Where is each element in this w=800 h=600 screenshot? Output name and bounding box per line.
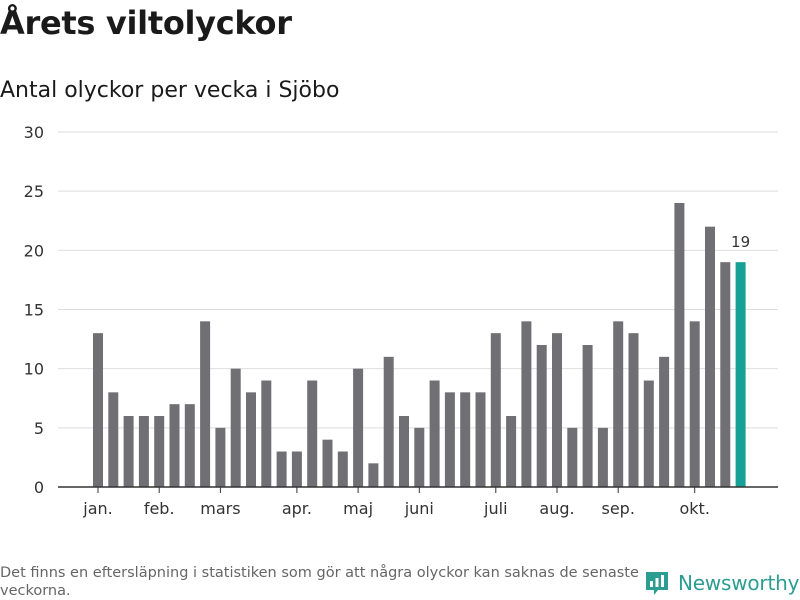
- x-tick-label: juni: [404, 499, 434, 518]
- bar: [154, 416, 165, 487]
- x-tick-label: feb.: [144, 499, 175, 518]
- bar: [567, 427, 578, 487]
- bar: [353, 368, 364, 487]
- y-tick-label: 15: [24, 301, 44, 320]
- highlight-bar: [735, 262, 746, 487]
- y-tick-label: 20: [24, 241, 44, 260]
- bar: [613, 321, 624, 487]
- y-axis-ticks: 0 5 10 15 20 25 30: [24, 123, 44, 497]
- bar: [399, 416, 409, 487]
- bar: [169, 404, 180, 487]
- bar-chart: 0 5 10 15 20 25 30 jan. feb. mars apr. maj juni juli…: [24, 123, 778, 518]
- bars: [93, 203, 746, 487]
- bar: [368, 463, 379, 487]
- bar: [429, 380, 440, 487]
- bar: [337, 451, 348, 487]
- bar: [490, 333, 501, 487]
- bar: [123, 416, 134, 487]
- bar: [705, 226, 715, 487]
- bar: [521, 321, 532, 487]
- x-tick-label: jan.: [82, 499, 112, 518]
- y-tick-label: 10: [24, 360, 44, 379]
- y-tick-label: 25: [24, 182, 44, 201]
- bar: [689, 321, 700, 487]
- x-tick-label: okt.: [679, 499, 709, 518]
- bar: [536, 345, 547, 487]
- brand-name: Newsworthy: [678, 571, 800, 595]
- bar: [276, 451, 287, 487]
- bar: [659, 356, 670, 487]
- bar: [138, 416, 149, 487]
- bar: [597, 427, 608, 487]
- y-tick-label: 30: [24, 123, 44, 142]
- bar-chart-logo-icon: [646, 572, 668, 595]
- x-tick-label: juli: [483, 499, 507, 518]
- bar: [215, 427, 226, 487]
- bar: [291, 451, 302, 487]
- brand-logo: Newsworthy: [644, 570, 799, 596]
- bar: [230, 368, 241, 487]
- data-labels: 19: [731, 233, 750, 251]
- x-tick-label: aug.: [539, 499, 574, 518]
- x-axis-ticks: jan. feb. mars apr. maj juni juli aug. sep. okt.: [82, 487, 710, 518]
- bar: [643, 380, 654, 487]
- bar: [414, 427, 425, 487]
- bar: [322, 439, 333, 487]
- bar: [628, 333, 639, 487]
- footnote: Det finns en eftersläpning i statistiken…: [0, 565, 639, 599]
- highlight-value-label: 19: [731, 233, 750, 251]
- bar: [506, 416, 517, 487]
- chart-subtitle: Antal olyckor per vecka i Sjöbo: [0, 78, 340, 103]
- x-tick-label: mars: [200, 499, 240, 518]
- bar: [383, 356, 394, 487]
- x-tick-label: maj: [343, 499, 373, 518]
- bar: [307, 380, 318, 487]
- x-tick-label: sep.: [601, 499, 634, 518]
- bar: [475, 392, 486, 487]
- bar: [552, 333, 562, 487]
- y-tick-label: 0: [34, 478, 44, 497]
- bar: [200, 321, 211, 487]
- chart-title: Årets viltolyckor: [0, 4, 292, 42]
- bar: [674, 203, 685, 487]
- bar: [460, 392, 471, 487]
- grid-lines: [58, 131, 778, 429]
- y-tick-label: 5: [34, 419, 44, 438]
- x-tick-label: apr.: [282, 499, 312, 518]
- bar: [582, 345, 593, 487]
- bar: [246, 392, 256, 487]
- bar: [444, 392, 455, 487]
- bar: [261, 380, 272, 487]
- bar: [720, 262, 731, 487]
- bar: [108, 392, 119, 487]
- bar: [93, 333, 103, 487]
- bar: [184, 404, 195, 487]
